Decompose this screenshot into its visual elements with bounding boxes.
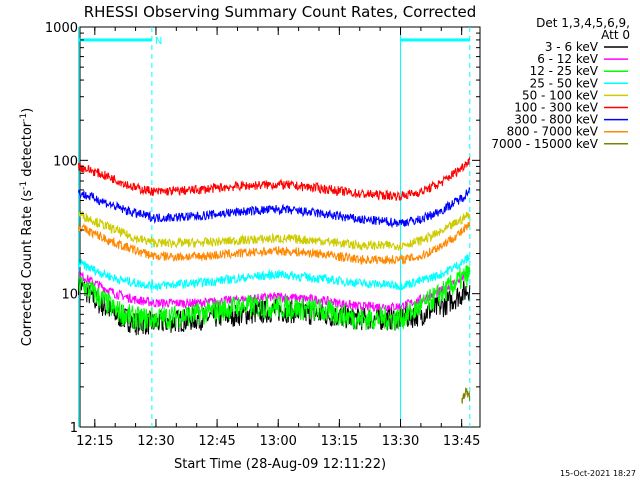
series-layer <box>78 157 471 404</box>
y-tick-label: 1 <box>70 421 78 436</box>
footer-timestamp: 15-Oct-2021 18:27 <box>560 469 636 478</box>
series-line <box>78 157 471 201</box>
legend-label: 3 - 6 keV <box>545 40 599 54</box>
ylabel-part1: Corrected Count Rate (s <box>20 190 35 347</box>
series-line <box>78 221 471 265</box>
legend-label: 12 - 25 keV <box>530 64 599 78</box>
legend-label: 7000 - 15000 keV <box>491 137 598 151</box>
ylabel-sup1: -1 <box>19 181 29 190</box>
ylabel-sup2: -1 <box>19 113 29 122</box>
flag-bar <box>400 38 470 42</box>
x-tick-label: 12:45 <box>198 434 235 449</box>
legend-label: 800 - 7000 keV <box>507 125 599 139</box>
series-line <box>78 266 471 313</box>
flag-bar <box>78 38 152 42</box>
legend-label: 25 - 50 keV <box>530 76 599 90</box>
series-line <box>78 264 471 331</box>
series-line <box>78 211 471 251</box>
ylabel-part3: ) <box>20 108 35 113</box>
x-tick-label: 12:30 <box>137 434 174 449</box>
y-axis: 1 10 100 1000 <box>45 21 480 436</box>
markers-layer: N <box>78 27 471 427</box>
x-tick-label: 13:00 <box>259 434 296 449</box>
chart-title: RHESSI Observing Summary Count Rates, Co… <box>84 3 477 21</box>
x-axis: 12:15 12:30 12:45 13:00 13:15 13:30 13:45 <box>76 27 480 449</box>
x-tick-label: 13:45 <box>443 434 480 449</box>
x-axis-label: Start Time (28-Aug-09 12:11:22) <box>174 457 386 472</box>
plot-frame <box>79 26 481 428</box>
series-line <box>78 254 471 292</box>
legend-header-line1: Det 1,3,4,5,6,9, <box>536 16 630 30</box>
y-axis-label: Corrected Count Rate (s-1 detector-1) <box>19 108 35 346</box>
legend-label: 100 - 300 keV <box>514 101 598 115</box>
y-tick-label: 100 <box>53 154 78 169</box>
x-tick-label: 12:15 <box>76 434 113 449</box>
x-tick-label: 13:15 <box>321 434 358 449</box>
y-tick-label: 1000 <box>45 21 78 36</box>
legend-label: 300 - 800 keV <box>514 113 598 127</box>
ylabel-part2: detector <box>20 121 35 181</box>
series-line <box>461 387 471 404</box>
legend-header-line2: Att 0 <box>601 28 630 42</box>
flag-label: N <box>155 36 162 47</box>
series-line <box>78 187 471 229</box>
x-tick-label: 13:30 <box>382 434 419 449</box>
legend-label: 6 - 12 keV <box>537 52 599 66</box>
plot-area: N 1 10 100 1000 12:15 12:30 12:45 13:00 13:15 13… <box>45 21 481 449</box>
y-tick-label: 10 <box>61 288 78 303</box>
legend-label: 50 - 100 keV <box>522 88 599 102</box>
